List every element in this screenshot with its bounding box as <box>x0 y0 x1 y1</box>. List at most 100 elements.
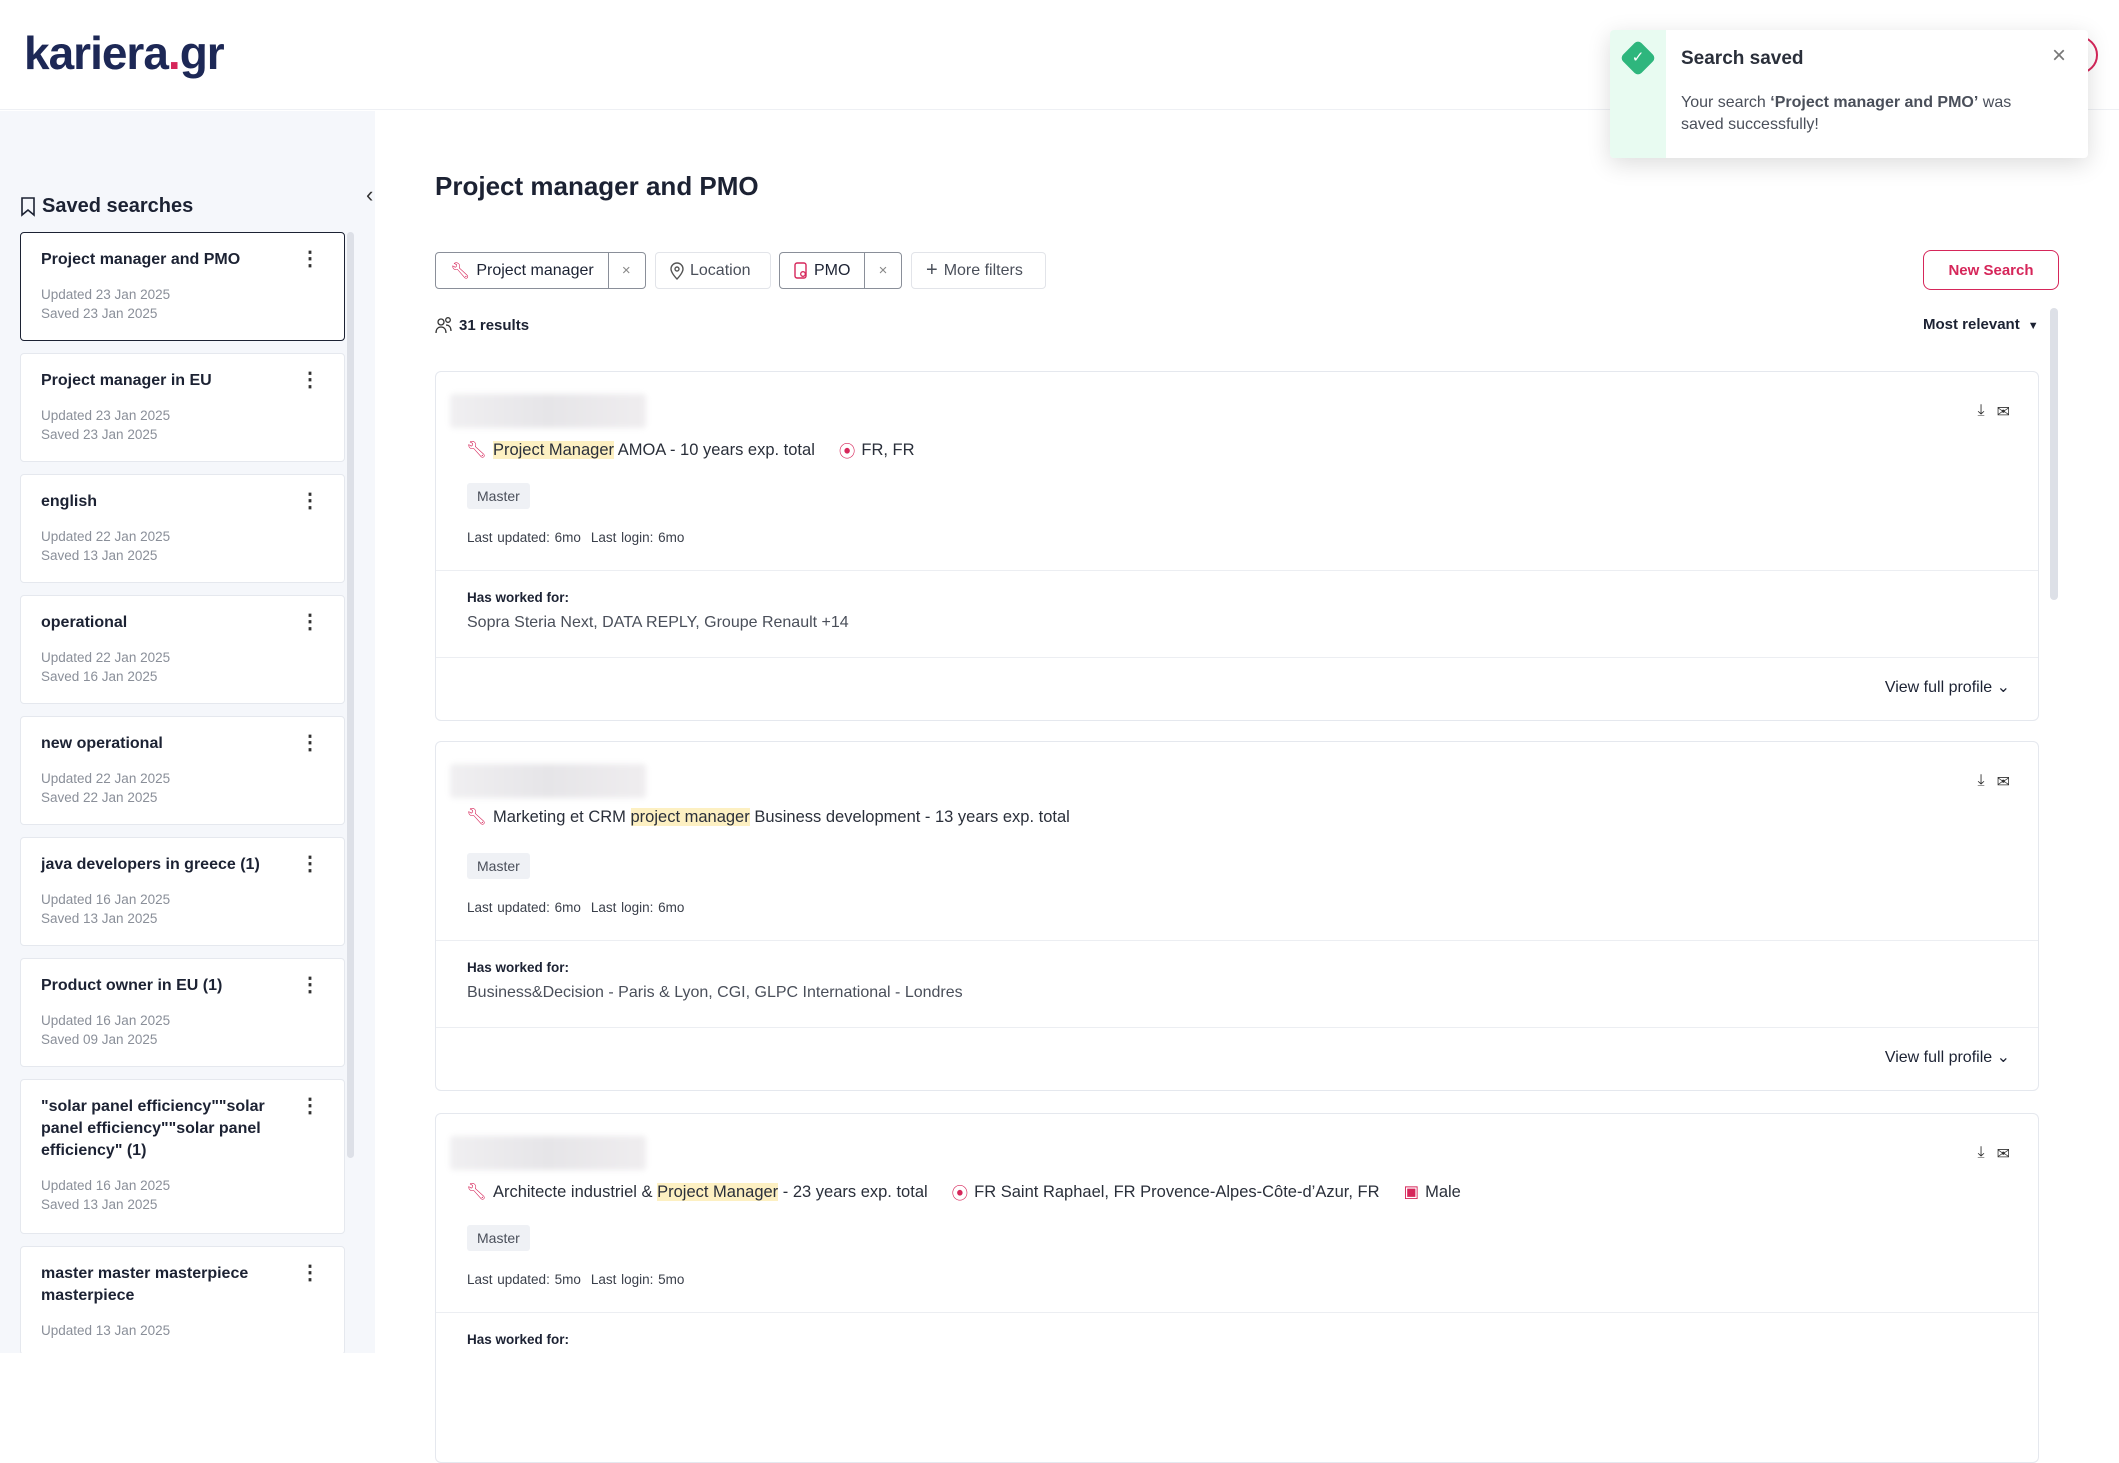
headline-highlight: Project Manager <box>492 440 615 459</box>
candidate-name-blurred <box>450 1136 646 1170</box>
saved-search-name: operational <box>41 614 128 631</box>
filter-chip-location[interactable]: Location <box>655 252 771 289</box>
results-scrollbar[interactable] <box>2050 308 2058 600</box>
more-options-icon[interactable]: ⋮ <box>300 369 320 391</box>
check-icon: ✓ <box>1619 39 1657 77</box>
mail-icon[interactable]: ✉ <box>1996 1146 2010 1163</box>
saved-date: Saved 23 Jan 2025 <box>41 306 158 321</box>
filter-chip-pmo[interactable]: PMO × <box>779 252 902 289</box>
updated-date: Updated 13 Jan 2025 <box>41 1323 171 1338</box>
saved-search-name: Product owner in EU (1) <box>41 977 223 994</box>
has-worked-for-label: Has worked for: <box>467 1332 570 1347</box>
page-title: Project manager and PMO <box>435 171 759 201</box>
saved-search-item[interactable]: master master masterpiece masterpiece Upd… <box>20 1246 345 1353</box>
saved-search-name: java developers in greece (1) <box>41 856 260 873</box>
updated-date: Updated 16 Jan 2025 <box>41 1013 171 1028</box>
card-actions: ⤓ ✉ <box>1978 402 2010 422</box>
headline-text: Marketing et CRM project manager Busines… <box>493 808 1070 827</box>
filter-chip-keyword[interactable]: 🔧︎ Project manager × <box>435 252 646 289</box>
saved-search-item[interactable]: Project manager and PMO Updated 23 Jan 20… <box>20 232 345 341</box>
saved-search-name: english <box>41 493 98 510</box>
headline-highlight: Project Manager <box>657 1182 779 1201</box>
divider <box>436 940 2038 941</box>
toast-message: Your search ‘Project manager and PMO’ wa… <box>1681 92 2041 136</box>
more-filters-label: More filters <box>943 261 1023 279</box>
activity-meta: Last updated: 6mo Last login: 6mo <box>467 900 684 915</box>
candidate-card: ⤓ ✉ 🔧︎ Project Manager AMOA - 10 years exp.… <box>435 371 2039 721</box>
saved-search-list: Project manager and PMO Updated 23 Jan 20… <box>20 232 345 1353</box>
education-tag: Master <box>467 483 530 509</box>
candidate-name-blurred <box>450 764 646 798</box>
filter-location-label: Location <box>690 261 751 279</box>
remove-pmo-filter-button[interactable]: × <box>864 253 900 288</box>
saved-search-dates: Updated 16 Jan 2025 Saved 13 Jan 2025 <box>41 1176 324 1214</box>
education-tag: Master <box>467 853 530 879</box>
saved-search-name: master master masterpiece masterpiece <box>41 1265 249 1304</box>
saved-date: Saved 22 Jan 2025 <box>41 790 158 805</box>
more-options-icon[interactable]: ⋮ <box>300 974 320 996</box>
saved-search-item[interactable]: "solar panel efficiency""solar panel eff… <box>20 1079 345 1234</box>
last-updated: Last updated: 5mo <box>467 1272 581 1287</box>
download-icon[interactable]: ⤓ <box>1977 402 1985 419</box>
saved-search-item[interactable]: java developers in greece (1) Updated 16 … <box>20 837 345 946</box>
document-search-icon <box>794 261 807 279</box>
divider <box>436 1312 2038 1313</box>
last-updated: Last updated: 6mo <box>467 530 581 545</box>
sort-dropdown[interactable]: Most relevant ▼ <box>1923 316 2039 336</box>
activity-meta: Last updated: 6mo Last login: 6mo <box>467 530 684 545</box>
activity-meta: Last updated: 5mo Last login: 5mo <box>467 1272 684 1287</box>
saved-search-dates: Updated 23 Jan 2025 Saved 23 Jan 2025 <box>41 406 324 444</box>
sort-label: Most relevant <box>1923 316 2020 333</box>
candidate-headline: 🔧︎ Architecte industriel & Project Manage… <box>466 1180 1461 1204</box>
download-icon[interactable]: ⤓ <box>1977 772 1985 789</box>
candidate-gender: ▣ Male <box>1404 1182 1461 1202</box>
remove-keyword-filter-button[interactable]: × <box>607 253 644 288</box>
mail-icon[interactable]: ✉ <box>1996 404 2010 421</box>
kariera-logo[interactable]: kariera.gr <box>24 26 225 80</box>
companies-list: Business&Decision - Paris & Lyon, CGI, G… <box>467 984 963 1001</box>
more-options-icon[interactable]: ⋮ <box>300 853 320 875</box>
saved-search-item[interactable]: Product owner in EU (1) Updated 16 Jan 20… <box>20 958 345 1067</box>
mail-icon[interactable]: ✉ <box>1996 774 2010 791</box>
sidebar-scrollbar[interactable] <box>347 232 354 1158</box>
more-options-icon[interactable]: ⋮ <box>300 1262 320 1284</box>
location-pin-icon: ⦿ <box>951 1185 969 1203</box>
card-actions: ⤓ ✉ <box>1978 1144 2010 1164</box>
new-search-button[interactable]: New Search <box>1923 250 2059 290</box>
view-full-profile-button[interactable]: View full profile ⌄ <box>1885 677 2010 697</box>
more-options-icon[interactable]: ⋮ <box>300 611 320 633</box>
wrench-icon: 🔧︎ <box>466 1182 487 1201</box>
bookmark-icon <box>21 196 35 217</box>
saved-search-item[interactable]: operational Updated 22 Jan 2025 Saved 16 J… <box>20 595 345 704</box>
more-options-icon[interactable]: ⋮ <box>300 732 320 754</box>
collapse-sidebar-button[interactable]: ‹ <box>366 182 374 207</box>
toast-msg-search-name: ‘Project manager and PMO’ <box>1770 94 1979 111</box>
location-text: FR Saint Raphael, FR Provence-Alpes-Côte… <box>974 1182 1380 1201</box>
view-full-profile-button[interactable]: View full profile ⌄ <box>1885 1047 2010 1067</box>
last-updated: Last updated: 6mo <box>467 900 581 915</box>
card-actions: ⤓ ✉ <box>1978 772 2010 792</box>
more-options-icon[interactable]: ⋮ <box>300 1095 320 1117</box>
candidate-headline: 🔧︎ Project Manager AMOA - 10 years exp. t… <box>466 438 915 462</box>
updated-date: Updated 16 Jan 2025 <box>41 892 171 907</box>
saved-search-item[interactable]: Project manager in EU Updated 23 Jan 2025… <box>20 353 345 462</box>
saved-search-dates: Updated 22 Jan 2025 Saved 13 Jan 2025 <box>41 527 324 565</box>
users-icon <box>435 317 452 334</box>
saved-search-dates: Updated 23 Jan 2025 Saved 23 Jan 2025 <box>41 285 324 323</box>
close-toast-button[interactable]: × <box>2051 42 2066 69</box>
saved-date: Saved 23 Jan 2025 <box>41 427 158 442</box>
more-options-icon[interactable]: ⋮ <box>300 490 320 512</box>
more-options-icon[interactable]: ⋮ <box>300 248 320 270</box>
divider <box>436 570 2038 571</box>
headline-pre: Architecte industriel & <box>492 1182 658 1201</box>
saved-search-name: "solar panel efficiency""solar panel eff… <box>41 1098 265 1159</box>
updated-date: Updated 22 Jan 2025 <box>41 771 171 786</box>
headline-text: Architecte industriel & Project Manager … <box>492 1182 928 1202</box>
saved-search-item[interactable]: new operational Updated 22 Jan 2025 Saved … <box>20 716 345 825</box>
updated-date: Updated 16 Jan 2025 <box>41 1178 171 1193</box>
wrench-icon: 🔧︎ <box>466 440 487 459</box>
more-filters-button[interactable]: + More filters <box>911 252 1046 289</box>
divider <box>436 657 2038 658</box>
download-icon[interactable]: ⤓ <box>1977 1144 1985 1161</box>
saved-search-item[interactable]: english Updated 22 Jan 2025 Saved 13 Jan 2… <box>20 474 345 583</box>
